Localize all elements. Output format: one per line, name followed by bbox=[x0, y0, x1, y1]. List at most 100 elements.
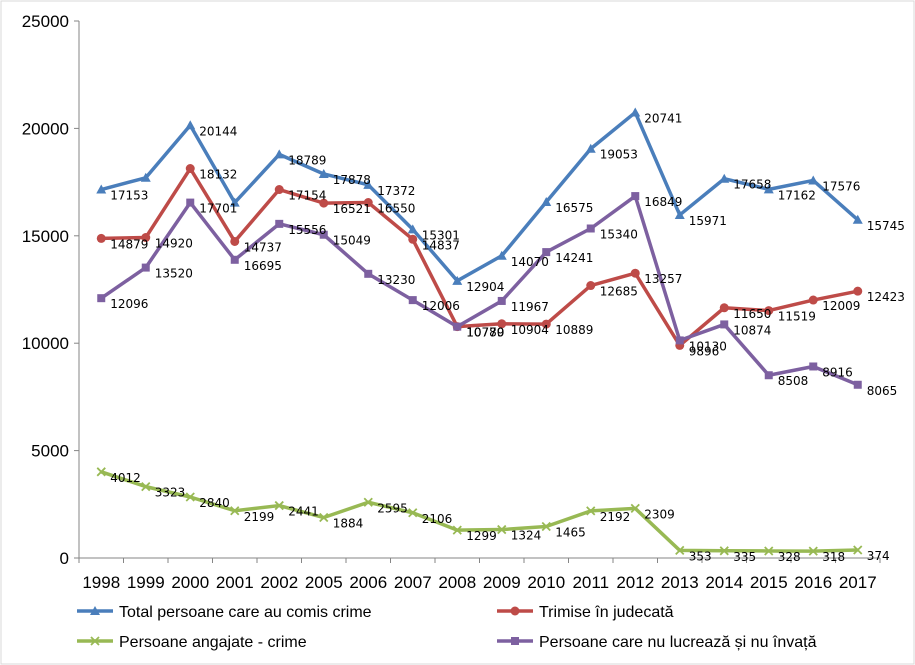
data-point-angajate bbox=[764, 546, 774, 556]
data-point-nelucreaza bbox=[141, 263, 150, 272]
data-label-nelucreaza: 8916 bbox=[822, 365, 853, 379]
legend-marker-total bbox=[90, 606, 100, 615]
series-line-nelucreaza bbox=[100, 194, 859, 387]
data-label-trimise: 10770 bbox=[466, 326, 504, 340]
y-tick-label: 20000 bbox=[22, 119, 69, 138]
data-point-angajate bbox=[96, 467, 106, 477]
data-label-trimise: 14837 bbox=[422, 238, 460, 252]
data-point-total bbox=[763, 184, 774, 194]
data-label-angajate: 3323 bbox=[155, 486, 186, 500]
legend-item-total: Total persoane care au comis crime bbox=[77, 604, 372, 621]
data-label-nelucreaza: 11967 bbox=[511, 300, 549, 314]
y-tick-label: 5000 bbox=[31, 442, 69, 461]
legend-label-total: Total persoane care au comis crime bbox=[119, 604, 372, 621]
data-point-total bbox=[229, 197, 240, 207]
data-label-trimise: 10889 bbox=[555, 323, 593, 337]
data-label-trimise: 9896 bbox=[689, 344, 720, 358]
data-point-nelucreaza bbox=[631, 192, 640, 201]
series-angajate bbox=[96, 467, 863, 556]
series-nelucreaza bbox=[97, 192, 862, 389]
y-tick-label: 10000 bbox=[22, 334, 69, 353]
data-label-total: 17658 bbox=[733, 178, 771, 192]
data-point-trimise bbox=[630, 268, 640, 278]
data-point-angajate bbox=[497, 524, 507, 535]
data-point-trimise bbox=[185, 164, 195, 174]
data-point-total bbox=[318, 168, 329, 178]
data-point-trimise bbox=[141, 233, 151, 243]
x-tick-label: 2016 bbox=[794, 573, 832, 592]
data-point-angajate bbox=[363, 497, 373, 507]
data-point-nelucreaza bbox=[408, 296, 417, 305]
data-label-total: 15971 bbox=[689, 214, 727, 228]
data-label-nelucreaza: 10789 bbox=[466, 326, 504, 340]
y-tick-label: 0 bbox=[60, 549, 69, 568]
data-point-total bbox=[496, 250, 507, 260]
data-point-nelucreaza bbox=[764, 371, 773, 380]
data-point-total bbox=[274, 149, 285, 159]
data-label-angajate: 2309 bbox=[644, 507, 675, 521]
data-label-total: 17162 bbox=[778, 188, 816, 202]
data-point-angajate bbox=[808, 546, 818, 556]
data-point-nelucreaza bbox=[230, 255, 239, 264]
data-label-nelucreaza: 15340 bbox=[600, 227, 638, 241]
data-point-angajate bbox=[541, 521, 551, 532]
data-label-angajate: 328 bbox=[778, 550, 801, 564]
data-point-angajate bbox=[675, 545, 685, 556]
data-point-total bbox=[630, 107, 641, 117]
x-tick-label: 2010 bbox=[527, 573, 565, 592]
x-tick-label: 2014 bbox=[705, 573, 743, 592]
x-tick-label: 2006 bbox=[349, 573, 387, 592]
data-point-angajate bbox=[319, 512, 329, 523]
x-tick-label: 2017 bbox=[839, 573, 877, 592]
data-label-trimise: 16550 bbox=[377, 202, 415, 216]
x-tick-label: 1999 bbox=[127, 573, 165, 592]
data-label-nelucreaza: 16695 bbox=[244, 259, 282, 273]
x-tick-label: 2013 bbox=[661, 573, 699, 592]
data-point-angajate bbox=[853, 545, 863, 555]
data-point-angajate bbox=[630, 503, 640, 514]
data-point-nelucreaza bbox=[319, 230, 328, 239]
x-tick-label: 2015 bbox=[750, 573, 788, 592]
data-label-angajate: 1324 bbox=[511, 529, 542, 543]
data-label-trimise: 17154 bbox=[288, 189, 326, 203]
data-label-total: 19053 bbox=[600, 148, 638, 162]
data-point-angajate bbox=[586, 506, 596, 516]
data-label-total: 12904 bbox=[466, 280, 504, 294]
data-label-nelucreaza: 10874 bbox=[733, 323, 771, 337]
data-point-angajate bbox=[408, 508, 418, 518]
data-label-total: 15301 bbox=[422, 228, 460, 242]
data-point-total bbox=[808, 175, 819, 185]
data-label-trimise: 10904 bbox=[511, 323, 549, 337]
data-label-total: 17878 bbox=[333, 173, 371, 187]
data-label-angajate: 2192 bbox=[600, 510, 631, 524]
data-label-angajate: 2840 bbox=[199, 496, 230, 510]
x-tick-label: 2008 bbox=[438, 573, 476, 592]
x-tick-label: 2009 bbox=[483, 573, 521, 592]
data-point-angajate bbox=[185, 492, 195, 502]
data-label-angajate: 1884 bbox=[333, 517, 364, 531]
data-label-trimise: 11650 bbox=[733, 307, 771, 321]
x-tick-label: 2005 bbox=[305, 573, 343, 592]
data-point-nelucreaza bbox=[364, 269, 373, 278]
data-label-total: 17153 bbox=[110, 189, 148, 203]
x-tick-label: 2007 bbox=[394, 573, 432, 592]
data-point-trimise bbox=[274, 185, 284, 195]
legend-marker-nelucreaza bbox=[511, 637, 519, 645]
data-point-nelucreaza bbox=[720, 320, 729, 329]
data-label-angajate: 335 bbox=[733, 550, 756, 564]
data-labels: 17153 20144 18789 17878 17372 15301 12904 14070… bbox=[110, 111, 905, 564]
data-label-angajate: 4012 bbox=[110, 471, 141, 485]
data-label-angajate: 2441 bbox=[288, 505, 319, 519]
data-label-total: 20144 bbox=[199, 124, 237, 138]
data-label-nelucreaza: 15049 bbox=[333, 234, 371, 248]
data-label-total: 18789 bbox=[288, 153, 326, 167]
data-label-angajate: 2199 bbox=[244, 510, 275, 524]
data-point-trimise bbox=[853, 286, 863, 296]
data-point-angajate bbox=[719, 546, 729, 556]
axes: 0 5000 10000 15000 20000 25000 1998 1999 2000 200… bbox=[22, 12, 881, 592]
legend-item-angajate: Persoane angajate - crime bbox=[77, 634, 307, 651]
data-point-total bbox=[185, 120, 196, 130]
data-label-trimise: 11519 bbox=[778, 310, 816, 324]
data-point-nelucreaza bbox=[497, 296, 506, 305]
